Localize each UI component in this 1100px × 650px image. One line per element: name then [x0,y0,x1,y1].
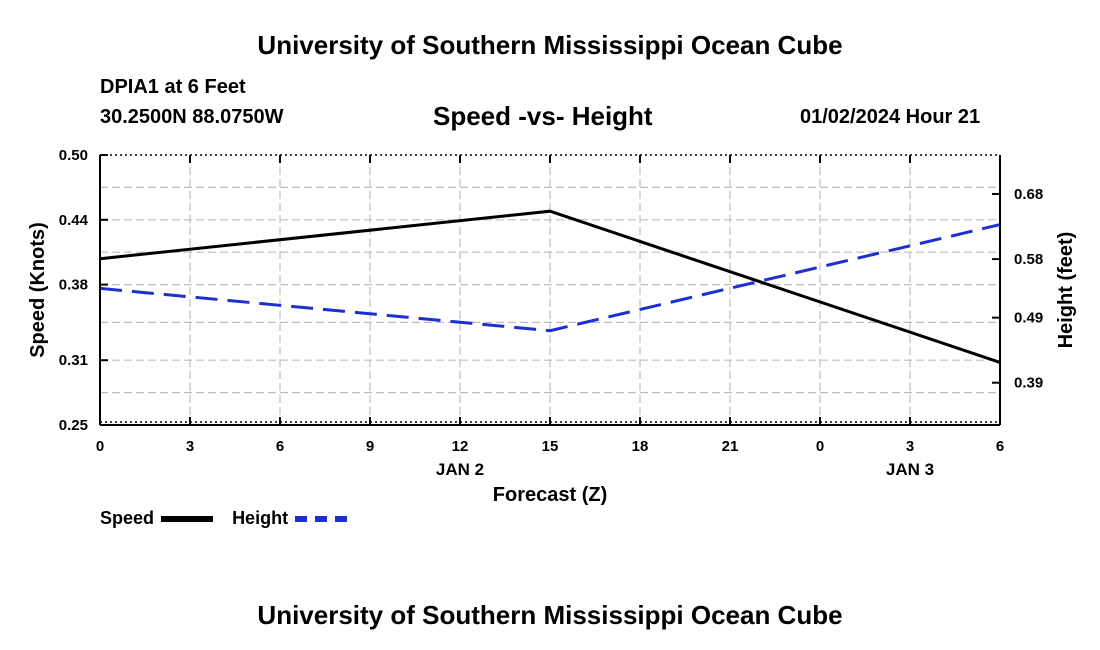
y2-axis-title: Height (feet) [1055,232,1077,349]
x-tick-label: 3 [906,438,914,455]
chart-title: Speed -vs- Height [433,101,653,131]
series-line-speed [99,209,1001,364]
y2-tick-label: 0.68 [1014,186,1043,203]
y-tick-label: 0.44 [59,212,89,229]
x-tick-label: 12 [452,438,469,455]
x-axis-title: Forecast (Z) [493,484,607,506]
x-tick-label: 9 [366,438,374,455]
y-axis-title: Speed (Knots) [27,222,49,358]
y2-tick-label: 0.58 [1014,251,1043,268]
y-tick-label: 0.31 [59,352,88,369]
x-tick-label: 18 [632,438,649,455]
legend-height-label: Height [232,508,289,528]
y-tick-label: 0.25 [59,417,88,434]
x-tick-label: 15 [542,438,559,455]
station-coords: 30.2500N 88.0750W [100,106,284,128]
x-date-label: JAN 2 [436,460,484,479]
legend-speed-swatch [161,516,214,523]
y-tick-label: 0.50 [59,147,88,164]
x-tick-label: 0 [96,438,104,455]
legend-speed-label: Speed [100,508,155,528]
legend-height-swatch [295,516,348,523]
y2-tick-label: 0.49 [1014,310,1043,327]
x-tick-label: 6 [276,438,284,455]
station-name: DPIA1 at 6 Feet [100,76,246,98]
x-tick-label: 0 [816,438,824,455]
forecast-datetime: 01/02/2024 Hour 21 [800,106,981,128]
footer-title: University of Southern Mississippi Ocean… [257,600,843,630]
x-tick-label: 21 [722,438,739,455]
page-title: University of Southern Mississippi Ocean… [257,30,843,60]
x-tick-label: 3 [186,438,194,455]
y2-tick-label: 0.39 [1014,375,1043,392]
legend: Speed Height [100,508,348,529]
x-tick-label: 6 [996,438,1004,455]
x-date-label: JAN 3 [886,460,934,479]
speed-height-chart: 0 3 6 9 12 15 18 21 0 3 6 JAN 2 JAN 3 Forecast (Z) 0.2… [27,147,1077,506]
y-tick-label: 0.38 [59,277,88,294]
series-line-height [99,223,1001,333]
